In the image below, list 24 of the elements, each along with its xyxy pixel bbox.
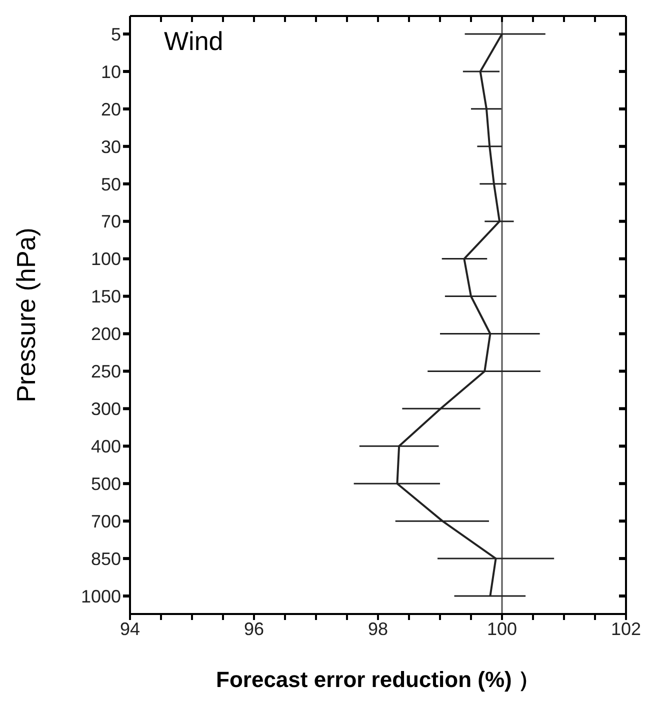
y-tick-label: 5 <box>110 24 121 44</box>
x-tick-label: 102 <box>610 618 642 639</box>
y-tick-label: 700 <box>90 511 121 532</box>
y-tick-label: 10 <box>100 62 121 82</box>
y-tick-label: 1000 <box>80 586 121 606</box>
annotation: Wind <box>164 26 224 57</box>
x-tick-label: 100 <box>486 618 518 639</box>
x-axis-title: Forecast error reduction (%) ） <box>216 667 540 692</box>
y-tick-label: 250 <box>90 362 121 382</box>
x-tick-label: 98 <box>368 618 388 639</box>
y-tick-label: 500 <box>90 474 121 494</box>
y-tick-label: 20 <box>100 99 121 120</box>
y-tick-label: 30 <box>100 136 121 157</box>
y-tick-label: 70 <box>100 212 121 232</box>
y-tick-label: 200 <box>90 324 121 344</box>
y-tick-label: 50 <box>100 174 121 194</box>
y-tick-label: 400 <box>90 436 121 457</box>
y-tick-label: 850 <box>90 548 121 569</box>
x-tick-label: 94 <box>120 618 140 639</box>
y-tick-label: 300 <box>90 399 121 420</box>
x-tick-label: 96 <box>244 618 264 639</box>
y-tick-label: 100 <box>90 249 121 270</box>
y-tick-label: 150 <box>90 286 121 307</box>
y-axis-title: Pressure (hPa) <box>11 228 42 402</box>
